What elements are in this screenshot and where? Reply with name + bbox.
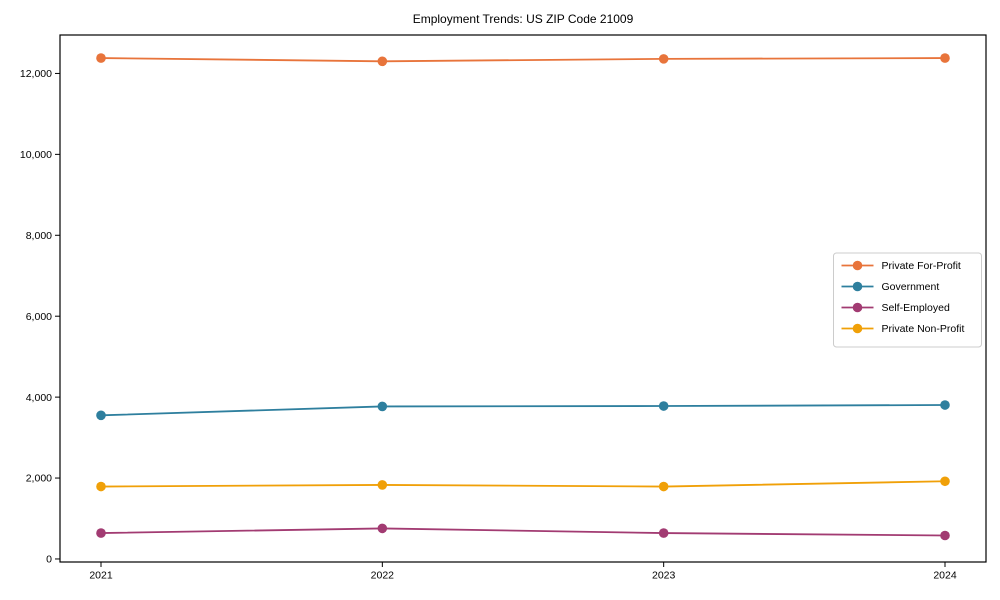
x-axis-tick-label: 2022: [371, 570, 395, 582]
data-point-private-for-profit-2021: [96, 53, 106, 63]
y-axis-tick-label: 4,000: [26, 392, 52, 404]
data-point-self-employed-2022: [377, 523, 388, 534]
legend-label: Self-Employed: [882, 302, 950, 314]
legend-marker-government: [852, 281, 863, 292]
data-point-private-non-profit-2023: [658, 481, 669, 492]
y-axis-tick-label: 0: [46, 554, 52, 566]
data-point-government-2022: [377, 401, 388, 412]
x-axis-tick-label: 2024: [933, 570, 957, 582]
data-point-private-non-profit-2024: [940, 476, 950, 487]
data-point-private-for-profit-2022: [377, 56, 388, 67]
legend-marker-self-employed: [852, 302, 863, 313]
data-point-government-2024: [940, 400, 950, 410]
legend-label: Private Non-Profit: [882, 323, 965, 335]
plot-area-border: [59, 34, 987, 563]
data-point-government-2023: [658, 401, 669, 411]
chart-title: Employment Trends: US ZIP Code 21009: [413, 12, 634, 26]
series-line-private-for-profit: [100, 57, 946, 63]
y-axis-tick-label: 12,000: [20, 68, 52, 80]
data-point-self-employed-2024: [940, 530, 950, 541]
data-point-self-employed-2021: [96, 528, 106, 538]
legend-label: Government: [882, 281, 940, 293]
series-line-private-non-profit: [100, 480, 946, 488]
legend-box: [833, 252, 982, 348]
legend-label: Private For-Profit: [882, 260, 961, 272]
data-point-government-2021: [96, 410, 106, 421]
y-axis-tick-label: 10,000: [20, 149, 52, 161]
series-line-self-employed: [100, 527, 946, 537]
data-point-private-non-profit-2021: [96, 481, 106, 492]
data-point-self-employed-2023: [658, 528, 669, 538]
y-axis-tick-label: 8,000: [26, 230, 52, 242]
data-point-private-non-profit-2022: [377, 480, 388, 490]
x-axis-tick-label: 2023: [652, 570, 676, 582]
legend-marker-private-for-profit: [852, 260, 863, 271]
data-point-private-for-profit-2023: [658, 54, 669, 64]
data-point-private-for-profit-2024: [940, 53, 950, 63]
y-axis-tick-label: 6,000: [26, 311, 52, 323]
x-axis-tick-label: 2021: [89, 570, 113, 582]
y-axis-tick-label: 2,000: [26, 473, 52, 485]
series-line-government: [100, 404, 946, 417]
legend-marker-private-non-profit: [852, 323, 863, 334]
